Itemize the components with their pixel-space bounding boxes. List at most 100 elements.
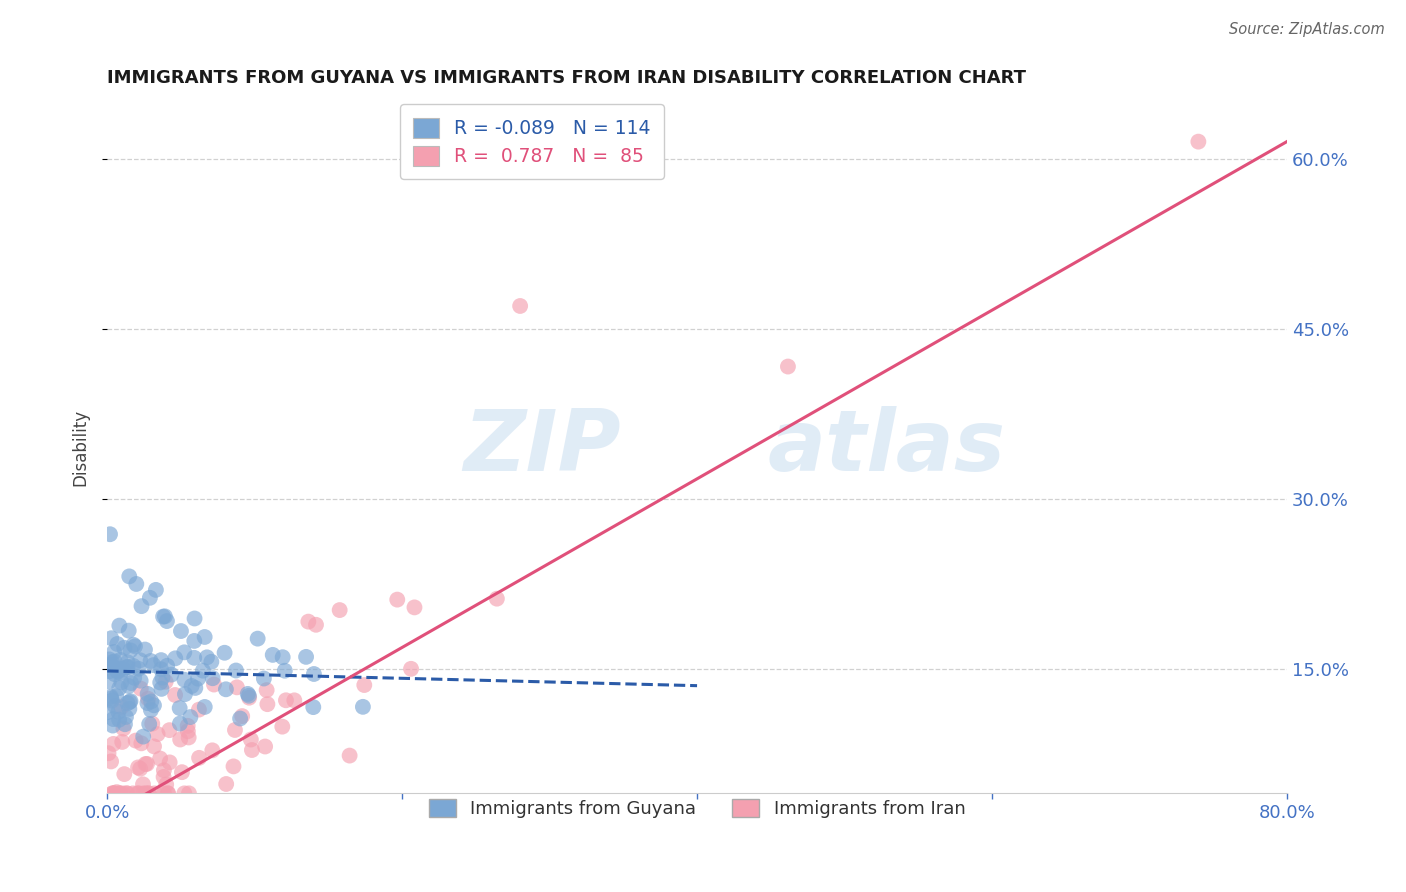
Point [240, 743, 263, 757]
Point [174, 687, 197, 701]
Point [142, 658, 165, 673]
Point [352, 699, 374, 714]
Point [97, 746, 120, 760]
Point [97, 705, 120, 719]
Point [194, 630, 217, 644]
Point [135, 786, 157, 800]
Point [101, 658, 124, 673]
Point [117, 786, 139, 800]
Point [176, 719, 198, 733]
Point [179, 710, 201, 724]
Point [120, 694, 142, 708]
Point [118, 624, 141, 638]
Point [100, 755, 122, 769]
Point [155, 674, 177, 689]
Point [105, 637, 128, 651]
Point [153, 609, 176, 624]
Point [187, 703, 209, 717]
Point [139, 591, 162, 605]
Point [108, 681, 131, 695]
Point [1187, 135, 1209, 149]
Point [156, 786, 179, 800]
Point [302, 667, 325, 681]
Point [173, 786, 195, 800]
Legend: Immigrants from Guyana, Immigrants from Iran: Immigrants from Guyana, Immigrants from … [415, 784, 980, 833]
Point [180, 679, 202, 693]
Point [274, 693, 297, 707]
Y-axis label: Disability: Disability [72, 409, 89, 486]
Point [120, 676, 142, 690]
Point [339, 748, 361, 763]
Point [136, 786, 159, 800]
Point [143, 786, 166, 800]
Point [200, 655, 222, 669]
Point [132, 777, 155, 791]
Point [156, 658, 179, 673]
Point [183, 611, 205, 625]
Point [127, 760, 149, 774]
Point [127, 662, 149, 676]
Point [141, 694, 163, 708]
Point [229, 712, 252, 726]
Point [214, 646, 236, 660]
Point [776, 359, 799, 374]
Point [115, 786, 138, 800]
Point [103, 737, 125, 751]
Point [183, 634, 205, 648]
Point [100, 691, 122, 706]
Point [118, 679, 141, 693]
Point [97, 674, 120, 689]
Point [254, 739, 277, 754]
Point [136, 756, 159, 771]
Point [115, 660, 138, 674]
Point [143, 698, 166, 713]
Point [103, 786, 125, 800]
Point [256, 697, 278, 711]
Point [170, 624, 193, 638]
Point [108, 786, 131, 800]
Point [124, 733, 146, 747]
Point [122, 671, 145, 685]
Point [105, 690, 128, 704]
Point [110, 675, 132, 690]
Point [236, 687, 259, 701]
Point [195, 650, 218, 665]
Point [100, 690, 122, 704]
Point [103, 786, 125, 800]
Text: atlas: atlas [768, 406, 1005, 489]
Point [150, 662, 173, 676]
Point [110, 665, 132, 680]
Point [231, 709, 253, 723]
Point [134, 642, 156, 657]
Point [141, 716, 163, 731]
Point [108, 662, 131, 676]
Point [238, 690, 260, 705]
Point [271, 720, 294, 734]
Point [111, 735, 134, 749]
Point [177, 731, 200, 745]
Point [150, 681, 173, 696]
Point [353, 678, 375, 692]
Point [117, 660, 139, 674]
Point [155, 778, 177, 792]
Point [215, 777, 238, 791]
Point [103, 645, 125, 659]
Point [177, 724, 200, 739]
Point [98, 657, 121, 672]
Point [224, 723, 246, 737]
Point [110, 653, 132, 667]
Point [188, 751, 211, 765]
Point [129, 653, 152, 667]
Point [103, 712, 125, 726]
Point [129, 673, 152, 688]
Point [101, 786, 124, 800]
Point [118, 702, 141, 716]
Point [149, 751, 172, 765]
Point [112, 640, 135, 655]
Text: IMMIGRANTS FROM GUYANA VS IMMIGRANTS FROM IRAN DISABILITY CORRELATION CHART: IMMIGRANTS FROM GUYANA VS IMMIGRANTS FRO… [107, 69, 1026, 87]
Point [107, 663, 129, 677]
Point [399, 662, 422, 676]
Point [297, 615, 319, 629]
Point [146, 727, 169, 741]
Point [131, 736, 153, 750]
